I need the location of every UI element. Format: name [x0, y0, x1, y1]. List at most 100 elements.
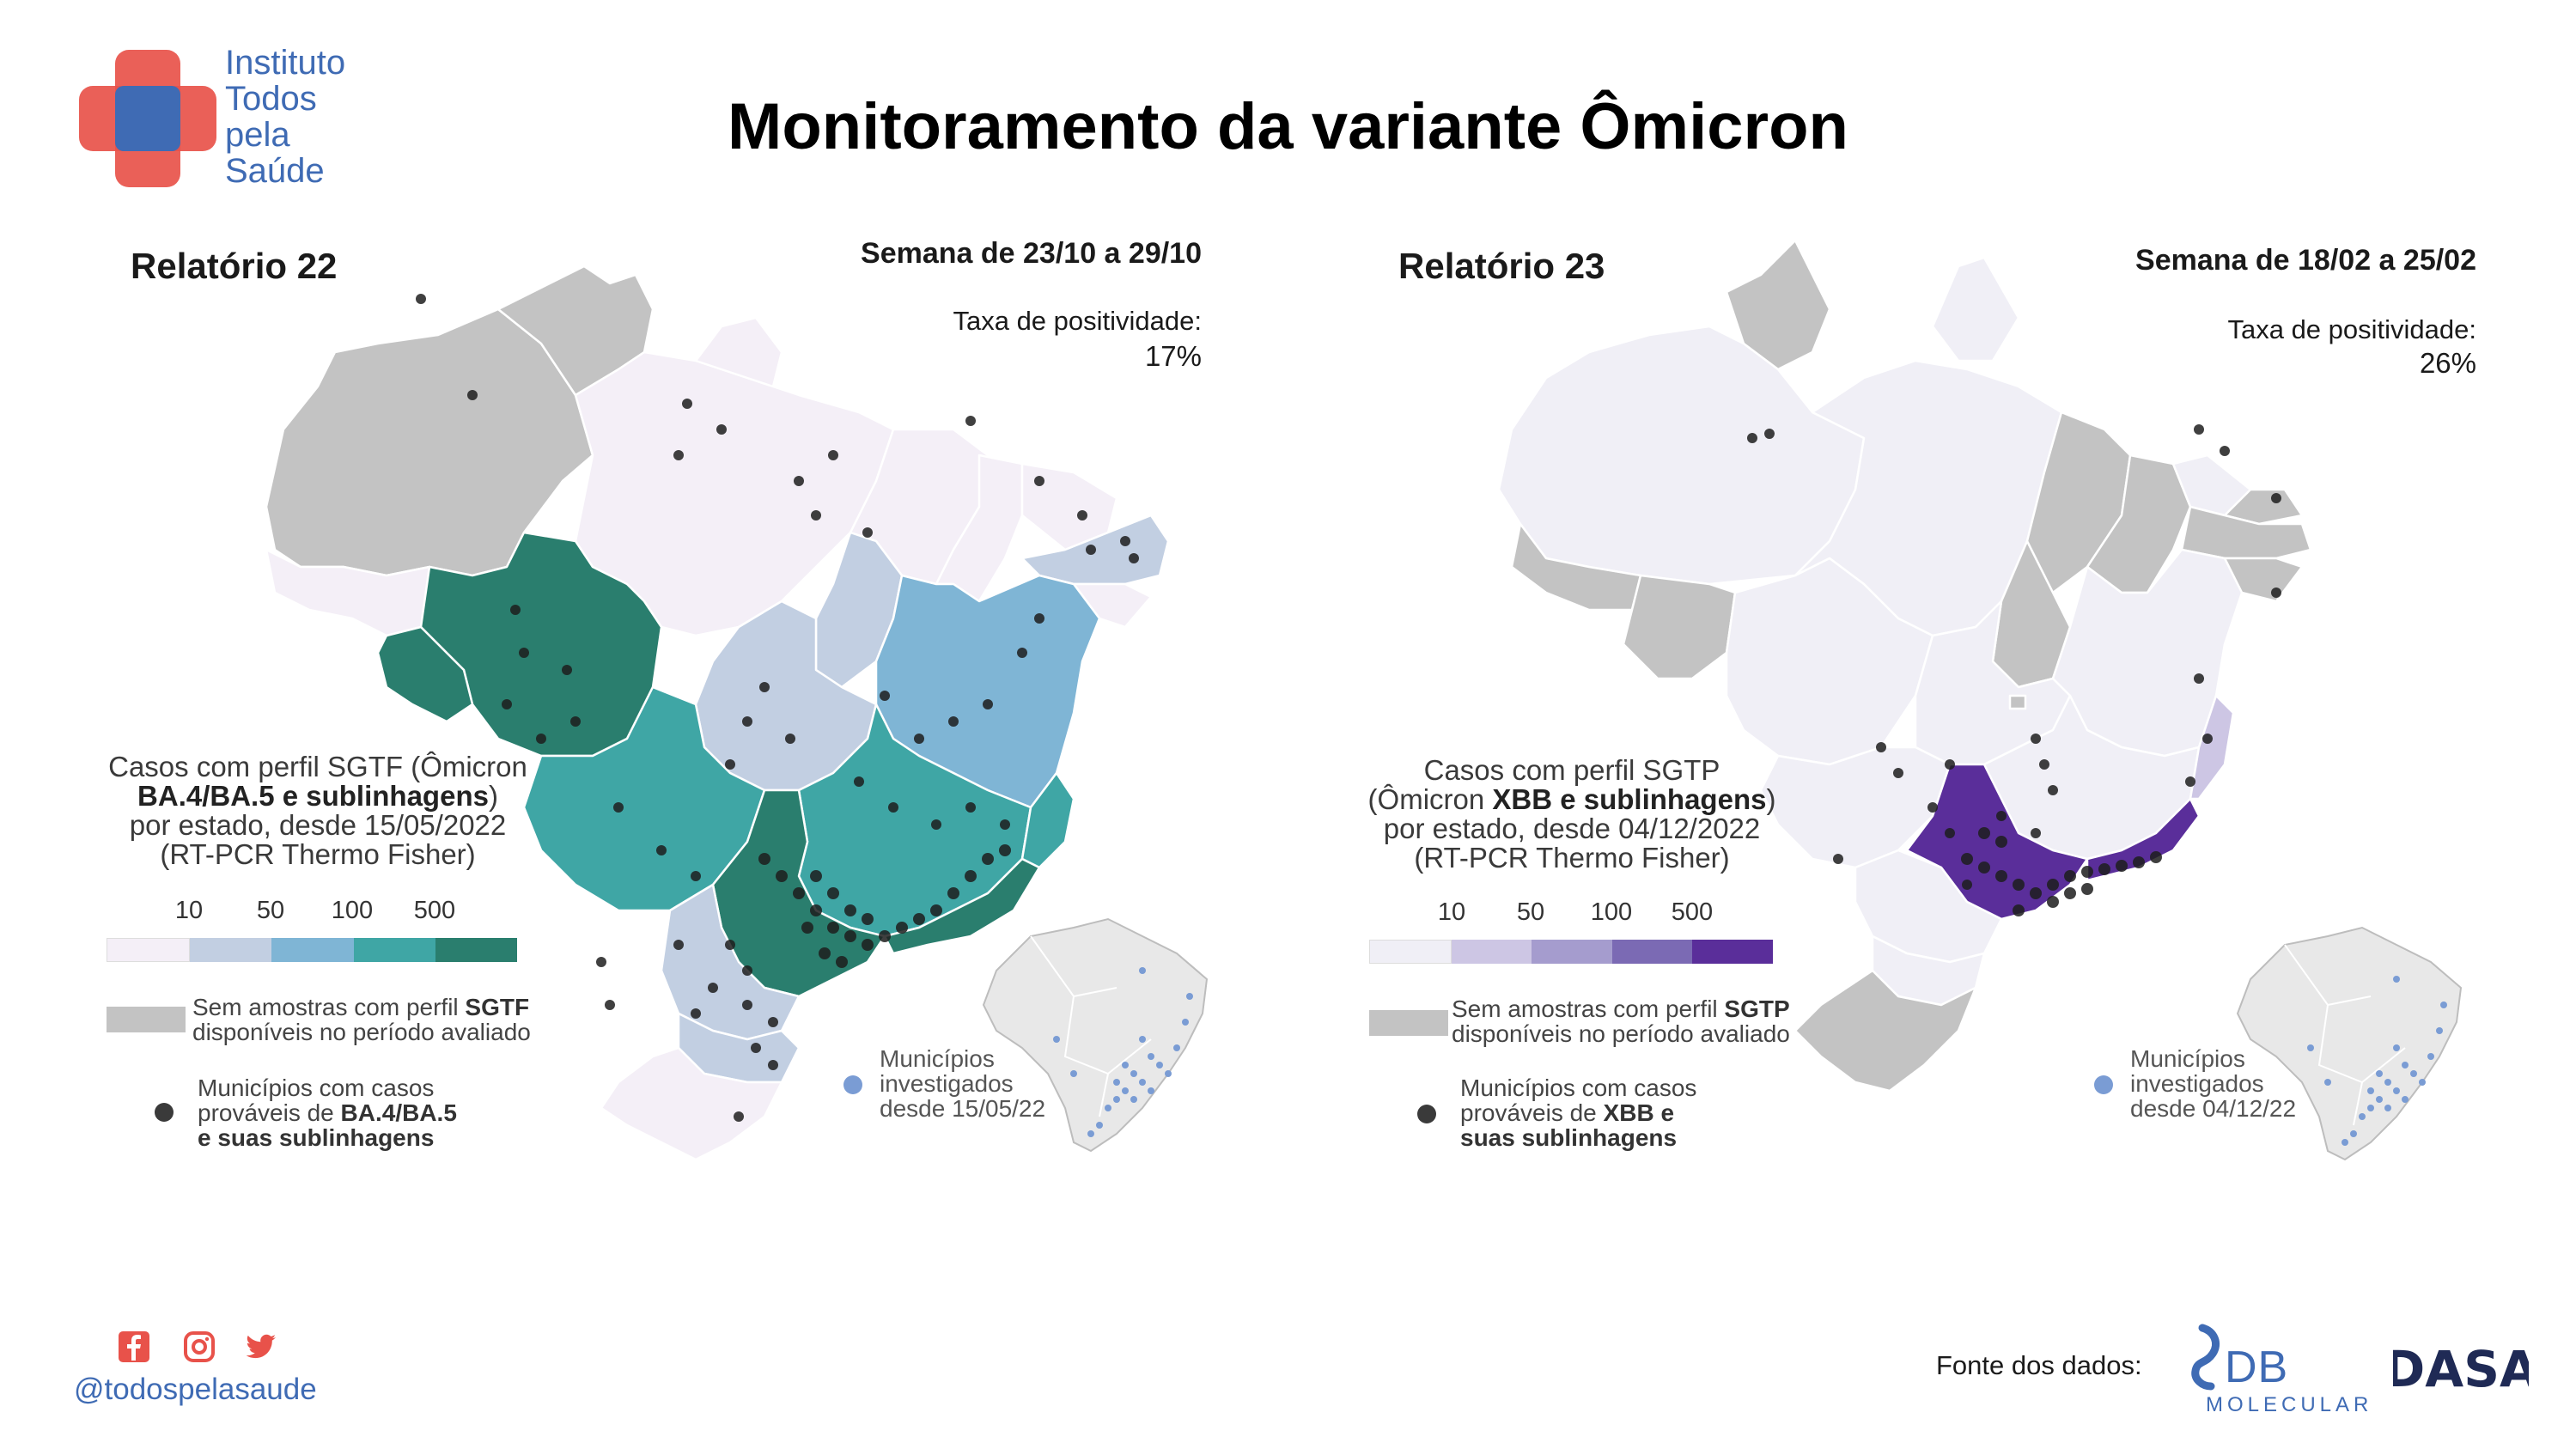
social-handle[interactable]: @todospelasaude	[74, 1373, 317, 1406]
legend-line: (Ômicron XBB e sublinhagens)	[1340, 785, 1804, 814]
case-dots-23	[1747, 424, 2281, 916]
color-scale-23	[1369, 940, 1773, 964]
case-dot-key-22	[155, 1103, 174, 1122]
scale-bin	[435, 938, 518, 962]
scale-bin	[190, 938, 272, 962]
state-rs	[600, 1046, 783, 1161]
legend-line: (RT-PCR Thermo Fisher)	[1414, 842, 1730, 874]
no-sample-note-22: Sem amostras com perfil SGTF disponíveis…	[192, 995, 531, 1044]
logo-line: Saúde	[225, 152, 325, 190]
state-df	[2008, 694, 2027, 710]
note-line: Sem amostras com perfil SGTP	[1452, 996, 1790, 1021]
facebook-icon[interactable]	[117, 1330, 151, 1364]
instagram-icon[interactable]	[182, 1330, 216, 1364]
state-ap	[1931, 256, 2020, 362]
state-rr	[496, 265, 655, 397]
note-bold: e suas sublinhagens	[198, 1124, 435, 1151]
state-rj	[2086, 797, 2201, 882]
page-title: Monitoramento da variante Ômicron	[728, 90, 1848, 163]
scale-bin	[1611, 940, 1693, 964]
investigated-dot-key-22	[843, 1075, 862, 1094]
note-line: suas sublinhagens	[1460, 1125, 1696, 1150]
tick-label: 500	[413, 897, 456, 924]
tick-label: 10	[1437, 898, 1466, 926]
legend-line: por estado, desde 04/12/2022	[1383, 813, 1761, 844]
legend-line: BA.4/BA.5 e sublinhagens)	[86, 782, 550, 811]
positivity-label-22: Taxa de positividade:	[953, 306, 1202, 336]
inset-map-22	[982, 917, 1209, 1153]
brazil-map-report-22	[265, 265, 1170, 1161]
note-line: disponíveis no período avaliado	[1452, 1020, 1790, 1047]
case-dots-22	[416, 294, 1139, 1122]
note-line: disponíveis no período avaliado	[192, 1019, 531, 1045]
note-text: Sem amostras com perfil	[192, 994, 466, 1020]
positivity-value-23: 26%	[2419, 347, 2476, 379]
state-pr	[660, 883, 801, 1041]
inset-dots-23	[2307, 976, 2447, 1146]
note-bold: XBB e	[1603, 1099, 1675, 1126]
scale-bin	[1692, 940, 1773, 964]
positivity-label-23: Taxa de positividade:	[2227, 314, 2476, 344]
report-title-23: Relatório 23	[1398, 246, 1605, 286]
note-line: Municípios com casos	[198, 1075, 435, 1101]
no-sample-note-23: Sem amostras com perfil SGTP disponíveis…	[1452, 996, 1790, 1046]
note-text: prováveis de	[1460, 1099, 1604, 1126]
twitter-icon[interactable]	[244, 1330, 278, 1364]
inset-line: investigados	[2130, 1070, 2264, 1097]
note-bold: SGTF	[465, 994, 530, 1020]
legend-title-22: Casos com perfil SGTF (Ômicron BA.4/BA.5…	[86, 752, 550, 869]
state-rs	[1793, 969, 1977, 1093]
legend-paren: )	[488, 780, 498, 812]
inset-map-23	[2236, 926, 2463, 1161]
note-text: prováveis de	[198, 1099, 341, 1126]
report-title-22: Relatório 22	[131, 246, 338, 286]
note-text: Sem amostras com perfil	[1452, 995, 1725, 1022]
logo-line: Todos	[225, 80, 317, 118]
week-range-23: Semana de 18/02 a 25/02	[2135, 244, 2476, 277]
note-bold: SGTP	[1724, 995, 1790, 1022]
scale-bin	[353, 938, 435, 962]
tick-label: 50	[1516, 898, 1545, 926]
scale-bin	[271, 938, 354, 962]
inset-label-22: Municípios investigados desde 15/05/22	[880, 1046, 1045, 1121]
note-line: prováveis de BA.4/BA.5	[198, 1100, 457, 1125]
scale-bin	[1369, 940, 1452, 964]
note-bold: BA.4/BA.5	[340, 1099, 457, 1126]
inset-line: desde 15/05/22	[880, 1095, 1046, 1122]
scale-bin	[1532, 940, 1612, 964]
inset-label-23: Municípios investigados desde 04/12/22	[2130, 1046, 2296, 1121]
institute-logo-icon	[79, 50, 216, 187]
legend-variant: BA.4/BA.5 e sublinhagens	[137, 780, 489, 812]
week-range-22: Semana de 23/10 a 29/10	[861, 237, 1202, 270]
legend-line: por estado, desde 15/05/2022	[129, 809, 507, 841]
cases-note-22: Municípios com casos prováveis de BA.4/B…	[198, 1075, 457, 1150]
inset-line: Municípios	[2130, 1045, 2245, 1072]
tick-label: 500	[1671, 898, 1714, 926]
molecular-logo-text: MOLECULAR	[2206, 1393, 2373, 1416]
state-ap	[694, 316, 783, 388]
note-line: prováveis de XBB e	[1460, 1100, 1696, 1125]
legend-line: Casos com perfil SGTF (Ômicron	[108, 751, 527, 782]
color-scale-22	[107, 938, 518, 962]
dasa-logo-text: DASA	[2393, 1340, 2529, 1397]
legend-line: Casos com perfil SGTP	[1423, 754, 1720, 786]
legend-variant: XBB e sublinhagens	[1492, 783, 1767, 815]
state-mt	[1725, 557, 1934, 766]
inset-dots-22	[1053, 967, 1193, 1137]
note-line: e suas sublinhagens	[198, 1125, 457, 1150]
data-source-label: Fonte dos dados:	[1936, 1350, 2142, 1380]
tick-label: 100	[331, 897, 374, 924]
state-ms	[1759, 746, 1952, 869]
logo-line: pela	[225, 116, 290, 154]
legend-line: (RT-PCR Thermo Fisher)	[160, 838, 476, 870]
note-line: Sem amostras com perfil SGTF	[192, 995, 531, 1020]
tick-label: 100	[1590, 898, 1633, 926]
logo-line: Instituto	[225, 44, 346, 82]
state-rn	[2223, 488, 2304, 526]
state-am	[1497, 325, 1866, 586]
tick-label: 10	[174, 897, 204, 924]
scale-bin	[1451, 940, 1532, 964]
legend-prefix: (Ômicron	[1367, 783, 1493, 815]
investigated-dot-key-23	[2094, 1075, 2113, 1094]
db-molecular-logo-icon	[2191, 1324, 2220, 1391]
